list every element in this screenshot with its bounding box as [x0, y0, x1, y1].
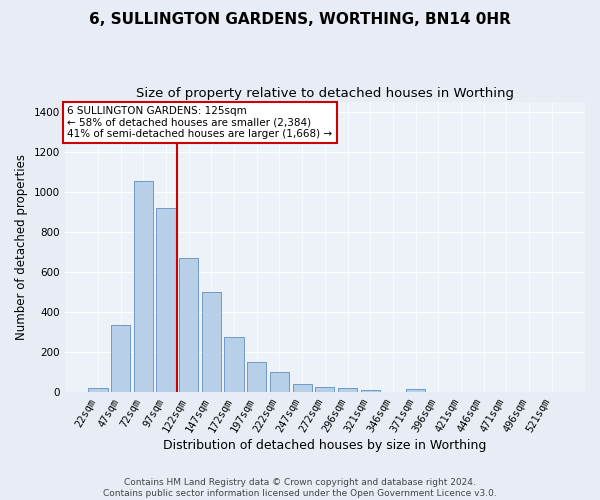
Text: 6 SULLINGTON GARDENS: 125sqm
← 58% of detached houses are smaller (2,384)
41% of: 6 SULLINGTON GARDENS: 125sqm ← 58% of de…	[67, 106, 332, 139]
X-axis label: Distribution of detached houses by size in Worthing: Distribution of detached houses by size …	[163, 440, 487, 452]
Bar	[224, 336, 244, 392]
Bar	[247, 362, 266, 392]
Bar	[134, 180, 153, 392]
Bar	[202, 292, 221, 392]
Bar	[315, 387, 334, 392]
Bar	[270, 372, 289, 392]
Title: Size of property relative to detached houses in Worthing: Size of property relative to detached ho…	[136, 88, 514, 101]
Y-axis label: Number of detached properties: Number of detached properties	[15, 154, 28, 340]
Bar	[179, 258, 199, 392]
Bar	[406, 389, 425, 392]
Bar	[361, 390, 380, 392]
Bar	[293, 384, 312, 392]
Text: 6, SULLINGTON GARDENS, WORTHING, BN14 0HR: 6, SULLINGTON GARDENS, WORTHING, BN14 0H…	[89, 12, 511, 28]
Bar	[157, 208, 176, 392]
Bar	[111, 324, 130, 392]
Bar	[338, 388, 357, 392]
Bar	[88, 388, 107, 392]
Text: Contains HM Land Registry data © Crown copyright and database right 2024.
Contai: Contains HM Land Registry data © Crown c…	[103, 478, 497, 498]
